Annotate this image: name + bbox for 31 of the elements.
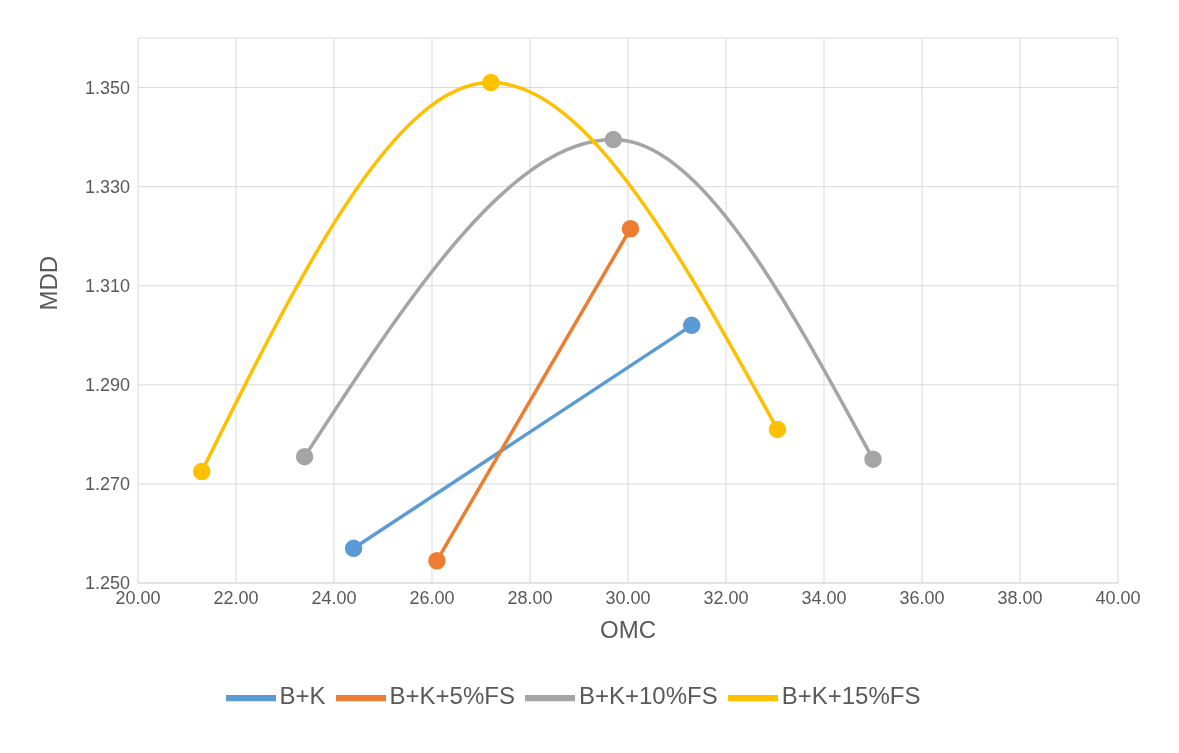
legend-label: B+K+5%FS (389, 682, 515, 710)
x-tick-label: 24.00 (311, 587, 357, 608)
point (192, 462, 211, 481)
point (621, 220, 640, 238)
legend-label: B+K (279, 682, 326, 710)
x-tick-label: 34.00 (801, 587, 847, 608)
point (428, 551, 446, 570)
y-tick-label: 1.330 (84, 177, 130, 198)
y-tick-label: 1.350 (84, 77, 130, 98)
y-axis-title: MDD (34, 255, 62, 311)
legend-label: B+K+10%FS (578, 682, 718, 710)
y-tick-label: 1.290 (84, 375, 130, 396)
x-tick-label: 36.00 (899, 587, 945, 608)
legend-label: B+K+15%FS (781, 682, 921, 710)
x-tick-label: 40.00 (1095, 587, 1141, 608)
x-tick-label: 38.00 (997, 587, 1043, 608)
x-tick-label: 22.00 (213, 587, 259, 608)
point (344, 539, 363, 558)
x-tick-label: 30.00 (605, 587, 651, 608)
x-tick-label: 32.00 (703, 587, 749, 608)
x-axis-title: OMC (600, 616, 656, 643)
y-tick-label: 1.310 (84, 276, 130, 297)
point (864, 450, 882, 468)
point (768, 420, 787, 439)
point (682, 316, 701, 335)
x-tick-label: 28.00 (507, 587, 553, 608)
x-tick-label: 26.00 (409, 587, 455, 608)
point (604, 130, 623, 149)
point (482, 73, 500, 92)
y-tick-label: 1.270 (84, 474, 130, 495)
point (295, 447, 314, 466)
